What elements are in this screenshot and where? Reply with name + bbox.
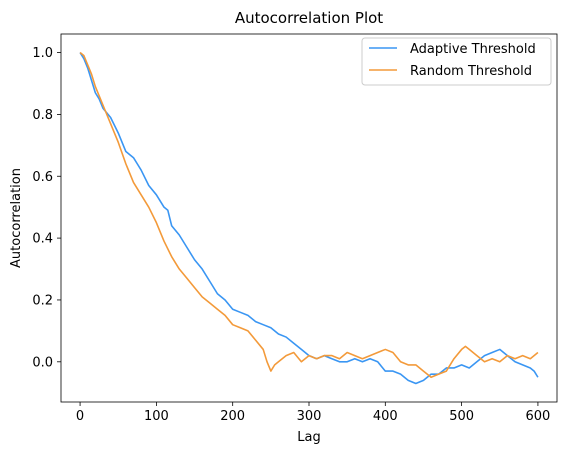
x-axis-label: Lag xyxy=(297,430,320,445)
x-axis: 0 100 200 300 400 500 600 xyxy=(76,402,550,424)
legend: Adaptive Threshold Random Threshold xyxy=(361,37,552,86)
y-tick-label: 0.2 xyxy=(32,293,53,308)
chart-title: Autocorrelation Plot xyxy=(235,9,383,27)
legend-label-random: Random Threshold xyxy=(410,64,532,79)
legend-label-adaptive: Adaptive Threshold xyxy=(410,42,536,57)
x-tick-label: 0 xyxy=(76,409,84,424)
plot-area xyxy=(79,51,539,385)
legend-box xyxy=(361,37,552,86)
series-line-random xyxy=(79,51,539,379)
y-axis: 0.0 0.2 0.4 0.6 0.8 1.0 xyxy=(32,46,61,370)
y-tick-label: 1.0 xyxy=(32,46,53,61)
y-tick-label: 0.0 xyxy=(32,355,53,370)
x-tick-label: 200 xyxy=(220,409,245,424)
x-tick-label: 500 xyxy=(449,409,474,424)
x-tick-label: 100 xyxy=(144,409,169,424)
x-tick-label: 300 xyxy=(297,409,322,424)
series-line-adaptive xyxy=(79,52,539,385)
x-tick-label: 600 xyxy=(526,409,551,424)
plot-frame xyxy=(60,33,558,403)
y-axis-label: Autocorrelation xyxy=(9,168,24,268)
x-tick-label: 400 xyxy=(373,409,398,424)
y-tick-label: 0.6 xyxy=(32,170,53,185)
y-tick-label: 0.8 xyxy=(32,108,53,123)
y-tick-label: 0.4 xyxy=(32,232,53,247)
